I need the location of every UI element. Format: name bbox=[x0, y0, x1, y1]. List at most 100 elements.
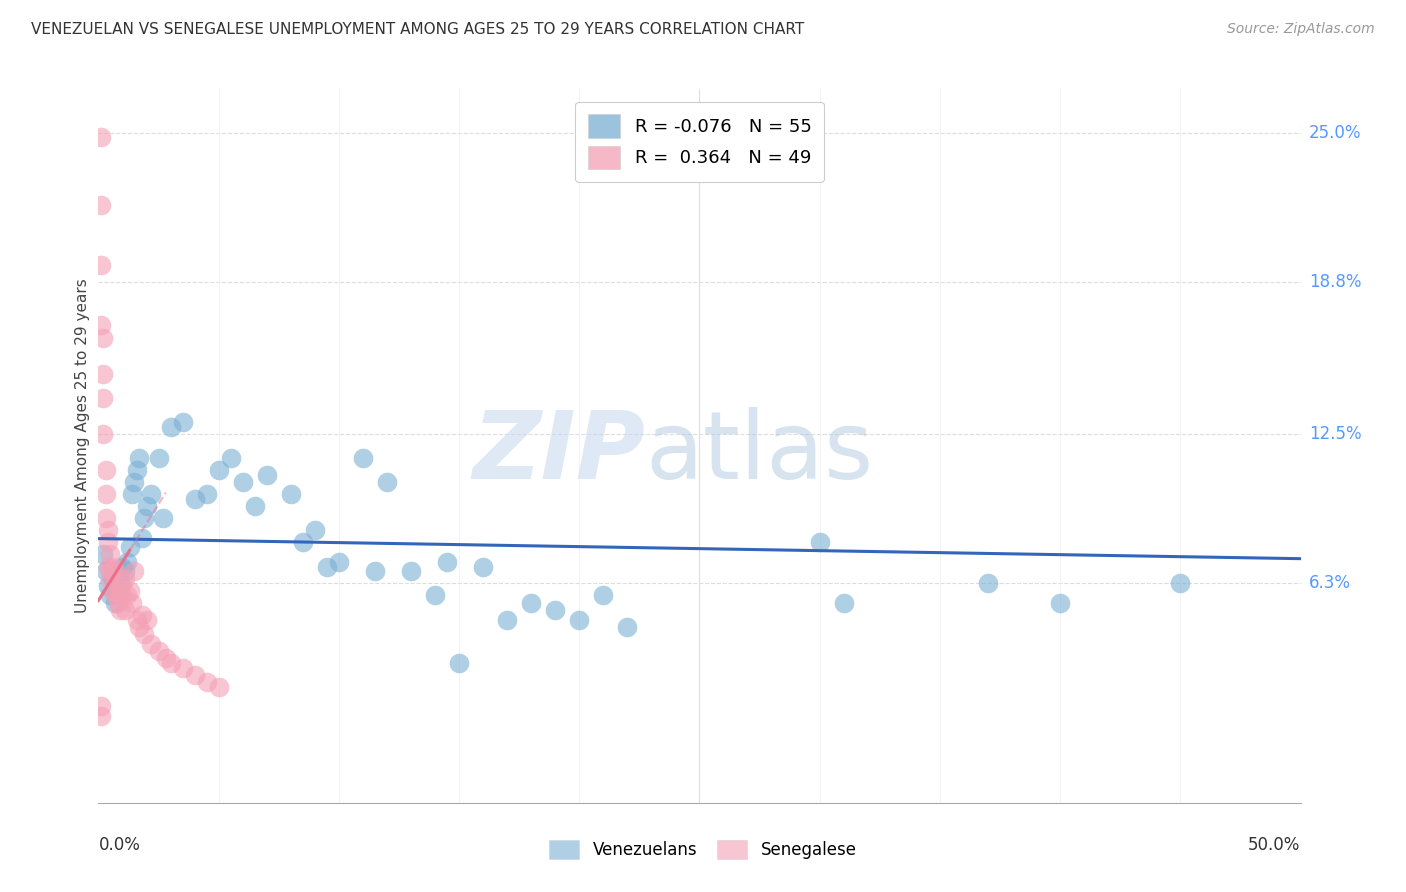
Text: 6.3%: 6.3% bbox=[1309, 574, 1351, 592]
Point bbox=[152, 511, 174, 525]
Point bbox=[172, 661, 194, 675]
Point bbox=[208, 680, 231, 694]
Point bbox=[121, 487, 143, 501]
Legend: R = -0.076   N = 55, R =  0.364   N = 49: R = -0.076 N = 55, R = 0.364 N = 49 bbox=[575, 102, 824, 182]
Point bbox=[436, 555, 458, 569]
Point bbox=[111, 576, 134, 591]
Point bbox=[91, 367, 114, 381]
Point bbox=[148, 451, 170, 466]
Point bbox=[183, 668, 205, 682]
Point bbox=[315, 559, 337, 574]
Point bbox=[304, 524, 326, 538]
Point bbox=[132, 511, 155, 525]
Point bbox=[117, 589, 139, 603]
Point bbox=[131, 531, 153, 545]
Point bbox=[256, 467, 278, 482]
Point bbox=[104, 565, 127, 579]
Point bbox=[124, 565, 146, 579]
Point bbox=[94, 463, 117, 477]
Point bbox=[155, 651, 177, 665]
Point bbox=[118, 583, 141, 598]
Point bbox=[135, 613, 157, 627]
Point bbox=[232, 475, 254, 490]
Point bbox=[808, 535, 831, 549]
Point bbox=[159, 419, 181, 434]
Point bbox=[97, 535, 120, 549]
Point bbox=[447, 656, 470, 670]
Point bbox=[91, 330, 114, 344]
Point bbox=[114, 565, 136, 579]
Point bbox=[121, 596, 143, 610]
Point bbox=[364, 565, 387, 579]
Point bbox=[90, 130, 112, 145]
Point bbox=[124, 475, 146, 490]
Point bbox=[107, 596, 129, 610]
Point bbox=[131, 607, 153, 622]
Point bbox=[472, 559, 495, 574]
Point bbox=[91, 548, 114, 562]
Point bbox=[520, 596, 543, 610]
Point bbox=[90, 709, 112, 723]
Text: 25.0%: 25.0% bbox=[1309, 124, 1361, 142]
Point bbox=[352, 451, 374, 466]
Point bbox=[94, 487, 117, 501]
Point bbox=[90, 318, 112, 333]
Point bbox=[616, 620, 638, 634]
Point bbox=[90, 258, 112, 272]
Point bbox=[94, 565, 117, 579]
Point bbox=[101, 559, 124, 574]
Point bbox=[91, 391, 114, 405]
Text: 12.5%: 12.5% bbox=[1309, 425, 1361, 443]
Point bbox=[1170, 576, 1192, 591]
Point bbox=[97, 524, 120, 538]
Point bbox=[100, 548, 122, 562]
Text: 50.0%: 50.0% bbox=[1249, 836, 1301, 855]
Point bbox=[117, 555, 139, 569]
Text: Source: ZipAtlas.com: Source: ZipAtlas.com bbox=[1227, 22, 1375, 37]
Point bbox=[148, 644, 170, 658]
Point bbox=[125, 463, 148, 477]
Point bbox=[399, 565, 422, 579]
Point bbox=[243, 500, 266, 514]
Text: 0.0%: 0.0% bbox=[98, 836, 141, 855]
Text: ZIP: ZIP bbox=[472, 407, 645, 500]
Point bbox=[107, 583, 129, 598]
Text: 18.8%: 18.8% bbox=[1309, 273, 1361, 291]
Point bbox=[1049, 596, 1071, 610]
Point bbox=[159, 656, 181, 670]
Point bbox=[111, 559, 134, 574]
Point bbox=[100, 572, 122, 586]
Point bbox=[141, 487, 163, 501]
Point bbox=[90, 198, 112, 212]
Y-axis label: Unemployment Among Ages 25 to 29 years: Unemployment Among Ages 25 to 29 years bbox=[75, 278, 90, 614]
Point bbox=[111, 589, 134, 603]
Point bbox=[100, 589, 122, 603]
Point bbox=[208, 463, 231, 477]
Point bbox=[107, 583, 129, 598]
Point bbox=[128, 451, 150, 466]
Point bbox=[97, 559, 120, 574]
Point bbox=[183, 491, 205, 506]
Point bbox=[544, 603, 567, 617]
Point bbox=[100, 565, 122, 579]
Point bbox=[496, 613, 519, 627]
Point bbox=[195, 487, 218, 501]
Point bbox=[108, 576, 131, 591]
Point bbox=[219, 451, 242, 466]
Point bbox=[592, 589, 614, 603]
Point bbox=[141, 637, 163, 651]
Point bbox=[977, 576, 1000, 591]
Point bbox=[104, 572, 127, 586]
Point bbox=[104, 589, 127, 603]
Point bbox=[328, 555, 350, 569]
Point bbox=[132, 627, 155, 641]
Point bbox=[114, 603, 136, 617]
Text: atlas: atlas bbox=[645, 407, 873, 500]
Text: VENEZUELAN VS SENEGALESE UNEMPLOYMENT AMONG AGES 25 TO 29 YEARS CORRELATION CHAR: VENEZUELAN VS SENEGALESE UNEMPLOYMENT AM… bbox=[31, 22, 804, 37]
Point bbox=[195, 675, 218, 690]
Point bbox=[108, 603, 131, 617]
Point bbox=[291, 535, 314, 549]
Point bbox=[280, 487, 302, 501]
Point bbox=[125, 613, 148, 627]
Point bbox=[101, 572, 124, 586]
